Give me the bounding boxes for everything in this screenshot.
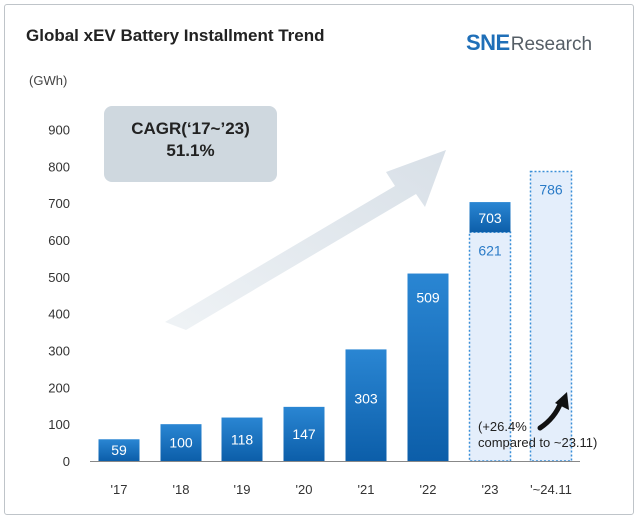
y-axis-unit: (GWh) (29, 73, 68, 88)
bar-increment-segment (469, 202, 511, 233)
growth-arrow-head (555, 392, 569, 410)
bar-value-label: 118 (231, 431, 254, 447)
bar (98, 439, 140, 461)
x-tick-label: '~24.11 (530, 482, 572, 497)
bar (407, 273, 449, 461)
x-tick-label: '22 (420, 482, 437, 497)
bar-value-label: 786 (539, 182, 563, 198)
company-logo: SNEResearch (466, 30, 592, 56)
x-tick-label: '23 (482, 482, 499, 497)
bar (283, 406, 325, 461)
bar-comparison-segment (468, 231, 512, 462)
bar-value-label: 147 (292, 426, 316, 442)
y-tick-label: 200 (48, 380, 70, 395)
y-tick-label: 800 (48, 159, 70, 174)
cagr-callout: CAGR(‘17~’23) 51.1% (104, 106, 277, 182)
bar (221, 417, 263, 461)
bar (345, 349, 387, 461)
chart-title: Global xEV Battery Installment Trend (26, 26, 325, 45)
y-tick-label: 0 (63, 454, 70, 469)
bar-value-label: 303 (354, 390, 378, 406)
y-tick-label: 600 (48, 233, 70, 248)
x-tick-label: '19 (234, 482, 251, 497)
x-tick-label: '17 (111, 482, 128, 497)
y-tick-label: 100 (48, 417, 70, 432)
bar-dotted (529, 170, 573, 462)
bar-value-label: 100 (169, 435, 193, 451)
cagr-label: CAGR(‘17~’23) (131, 119, 250, 138)
trend-arrow (165, 150, 446, 330)
y-tick-label: 900 (48, 123, 70, 138)
y-tick-label: 700 (48, 196, 70, 211)
logo-mark: SNE (466, 30, 510, 55)
bar-comparison-label: 621 (478, 242, 502, 258)
y-tick-label: 400 (48, 307, 70, 322)
bar (160, 424, 202, 461)
bar-value-label: 509 (416, 290, 440, 306)
x-tick-label: '18 (173, 482, 190, 497)
x-tick-label: '21 (358, 482, 375, 497)
bar-value-label: 703 (478, 210, 502, 226)
growth-note-line2: compared to ~23.11) (478, 435, 598, 450)
growth-note: (+26.4% compared to ~23.11) (478, 419, 597, 451)
x-tick-label: '20 (296, 482, 313, 497)
logo-word: Research (510, 34, 593, 55)
cagr-value: 51.1% (166, 141, 215, 160)
bar-value-label: 59 (111, 442, 127, 458)
growth-note-line1: (+26.4% (478, 419, 527, 434)
y-tick-label: 300 (48, 344, 70, 359)
y-tick-label: 500 (48, 270, 70, 285)
